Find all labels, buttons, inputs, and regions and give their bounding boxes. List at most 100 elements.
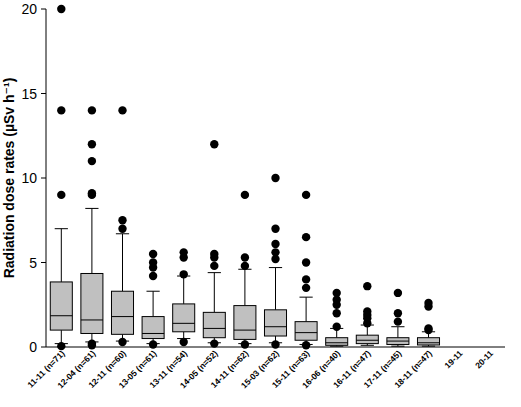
box-group bbox=[50, 5, 72, 351]
median bbox=[142, 333, 164, 334]
x-tick-label: 20-11 bbox=[473, 348, 495, 370]
y-tick bbox=[41, 262, 46, 263]
outlier bbox=[302, 191, 310, 199]
outlier bbox=[302, 275, 310, 283]
outlier bbox=[210, 140, 218, 148]
box-group bbox=[111, 106, 133, 346]
outlier bbox=[57, 5, 65, 13]
y-tick bbox=[41, 178, 46, 179]
outlier bbox=[149, 250, 157, 258]
whisker-cap-low bbox=[361, 345, 374, 346]
outlier bbox=[271, 225, 279, 233]
median bbox=[356, 340, 378, 341]
whisker-cap-high bbox=[299, 297, 312, 298]
outlier bbox=[180, 270, 188, 278]
median bbox=[203, 328, 225, 329]
whisker-high bbox=[122, 234, 123, 291]
whisker-high bbox=[183, 276, 184, 304]
whisker-high bbox=[275, 268, 276, 310]
whisker-cap-high bbox=[269, 267, 282, 268]
whisker-high bbox=[153, 291, 154, 316]
outlier bbox=[394, 317, 402, 325]
outlier bbox=[57, 106, 65, 114]
plot-marks bbox=[50, 5, 439, 351]
outlier bbox=[118, 338, 126, 346]
box bbox=[111, 291, 133, 334]
outlier bbox=[180, 248, 188, 256]
box-group bbox=[81, 106, 103, 349]
x-tick-label: 19-11 bbox=[442, 348, 464, 370]
whisker-cap-high bbox=[208, 272, 221, 273]
whisker-cap-high bbox=[85, 208, 98, 209]
outlier bbox=[241, 191, 249, 199]
box-group bbox=[173, 248, 195, 346]
outlier bbox=[271, 240, 279, 248]
outlier bbox=[302, 284, 310, 292]
outlier bbox=[180, 338, 188, 346]
outlier bbox=[302, 258, 310, 266]
box bbox=[142, 317, 164, 339]
box-group bbox=[234, 191, 256, 349]
outlier bbox=[57, 191, 65, 199]
box-group bbox=[142, 250, 164, 349]
box-group bbox=[417, 299, 439, 346]
y-tick-label: 15 bbox=[21, 86, 37, 102]
outlier bbox=[394, 309, 402, 317]
outlier bbox=[333, 323, 341, 331]
outlier bbox=[271, 248, 279, 256]
box bbox=[173, 304, 195, 332]
outlier bbox=[363, 307, 371, 315]
y-tick bbox=[41, 9, 46, 10]
outlier bbox=[149, 258, 157, 266]
median bbox=[264, 326, 286, 327]
box bbox=[326, 338, 348, 346]
outlier bbox=[210, 262, 218, 270]
y-tick-label: 0 bbox=[29, 339, 37, 355]
outlier bbox=[302, 233, 310, 241]
outlier bbox=[241, 253, 249, 261]
outlier bbox=[424, 324, 432, 332]
outlier bbox=[149, 272, 157, 280]
outlier bbox=[88, 106, 96, 114]
box bbox=[417, 338, 439, 345]
whisker-high bbox=[61, 229, 62, 282]
median bbox=[50, 315, 72, 316]
box bbox=[81, 273, 103, 333]
outlier bbox=[424, 299, 432, 307]
median bbox=[234, 330, 256, 331]
outlier bbox=[333, 309, 341, 317]
box-group bbox=[264, 174, 286, 349]
median bbox=[417, 342, 439, 343]
y-tick-label: 5 bbox=[29, 255, 37, 271]
outlier bbox=[118, 216, 126, 224]
box bbox=[234, 306, 256, 340]
median bbox=[81, 319, 103, 320]
median bbox=[326, 342, 348, 343]
whisker-high bbox=[397, 327, 398, 338]
x-tick-label: 18-11 (n=47) bbox=[392, 348, 434, 390]
whisker-high bbox=[244, 269, 245, 305]
outlier bbox=[118, 225, 126, 233]
outlier bbox=[88, 157, 96, 165]
outlier bbox=[210, 250, 218, 258]
box bbox=[387, 338, 409, 345]
box-group bbox=[387, 289, 409, 346]
box-group bbox=[203, 140, 225, 348]
whisker-high bbox=[91, 208, 92, 273]
outlier bbox=[118, 106, 126, 114]
whisker-high bbox=[214, 273, 215, 313]
outlier bbox=[271, 174, 279, 182]
median bbox=[387, 341, 409, 342]
box bbox=[203, 312, 225, 337]
whisker-low bbox=[61, 330, 62, 344]
box bbox=[264, 310, 286, 336]
box bbox=[50, 282, 72, 330]
box-group bbox=[326, 289, 348, 346]
median bbox=[173, 323, 195, 324]
whisker-high bbox=[306, 297, 307, 322]
outlier bbox=[88, 189, 96, 197]
box bbox=[295, 322, 317, 341]
y-tick bbox=[41, 347, 46, 348]
median bbox=[111, 316, 133, 317]
outlier bbox=[333, 289, 341, 297]
